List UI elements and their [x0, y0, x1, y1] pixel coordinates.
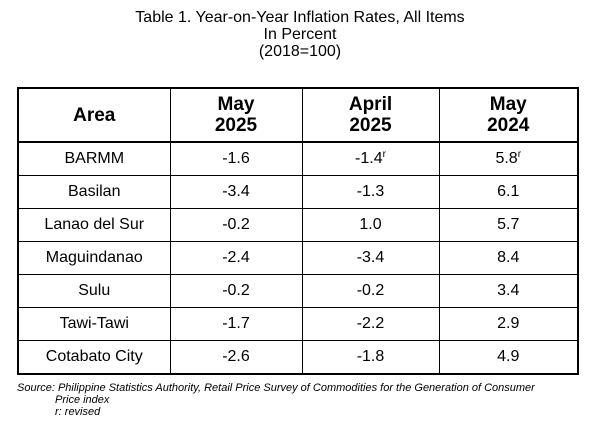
value-cell: -1.3: [301, 175, 440, 209]
value-cell: 6.1: [438, 175, 579, 209]
value-cell: -1.8: [301, 340, 440, 375]
header-may-2024-month: May: [489, 94, 527, 115]
revised-note: r: revised: [55, 406, 101, 418]
value-cell: -0.2: [169, 274, 303, 308]
header-may-2025-month: May: [217, 94, 255, 115]
value-cell: -1.4r: [301, 141, 440, 176]
area-cell: Sulu: [17, 274, 171, 308]
value-cell: 2.9: [438, 307, 579, 341]
table-base-year: (2018=100): [258, 43, 342, 60]
value-cell: -1.7: [169, 307, 303, 341]
table-row: Cotabato City -2.6 -1.8 4.9: [17, 340, 579, 375]
revised-mark: r: [382, 149, 386, 160]
area-cell: Maguindanao: [17, 241, 171, 275]
table-header-row: Area May 2025 April 2025 May 2024: [17, 87, 579, 143]
table-notes: Source: Philippine Statistics Authority,…: [17, 382, 597, 418]
area-cell: BARMM: [17, 141, 171, 176]
area-cell: Basilan: [17, 175, 171, 209]
value-text: -1.4: [355, 150, 383, 167]
table-title: Table 1. Year-on-Year Inflation Rates, A…: [135, 9, 465, 26]
header-april-2025: April 2025: [301, 87, 440, 143]
value-cell: -0.2: [169, 208, 303, 242]
table-row: Sulu -0.2 -0.2 3.4: [17, 274, 579, 308]
value-cell: 5.8r: [438, 141, 579, 176]
header-may-2024: May 2024: [438, 87, 579, 143]
source-note: Source: Philippine Statistics Authority,…: [17, 382, 535, 394]
header-may-2024-year: 2024: [487, 115, 530, 136]
table-row: Maguindanao -2.4 -3.4 8.4: [17, 241, 579, 275]
value-cell: -0.2: [301, 274, 440, 308]
header-april-2025-month: April: [348, 94, 393, 115]
area-cell: Tawi-Tawi: [17, 307, 171, 341]
value-cell: -3.4: [169, 175, 303, 209]
revised-mark: r: [517, 149, 522, 160]
table-title-block: Table 1. Year-on-Year Inflation Rates, A…: [0, 9, 600, 60]
table-unit: In Percent: [263, 26, 337, 43]
source-note-continued: Price index: [55, 394, 110, 406]
table-row: Lanao del Sur -0.2 1.0 5.7: [17, 208, 579, 242]
value-cell: 1.0: [301, 208, 440, 242]
value-text: 5.8: [495, 150, 518, 167]
value-cell: -2.2: [301, 307, 440, 341]
inflation-table: Area May 2025 April 2025 May 2024 BARMM …: [17, 87, 579, 375]
header-april-2025-year: 2025: [349, 115, 392, 136]
table-row: Basilan -3.4 -1.3 6.1: [17, 175, 579, 209]
header-may-2025-year: 2025: [214, 115, 258, 136]
area-cell: Lanao del Sur: [17, 208, 171, 242]
table-row: Tawi-Tawi -1.7 -2.2 2.9: [17, 307, 579, 341]
value-cell: -1.6: [169, 141, 303, 176]
value-cell: -2.6: [169, 340, 303, 375]
table-row: BARMM -1.6 -1.4r 5.8r: [17, 141, 579, 176]
value-cell: 4.9: [438, 340, 579, 375]
value-cell: -3.4: [301, 241, 440, 275]
value-cell: 5.7: [438, 208, 579, 242]
header-area: Area: [17, 87, 171, 143]
area-cell: Cotabato City: [17, 340, 171, 375]
header-may-2025: May 2025: [169, 87, 303, 143]
value-cell: 3.4: [438, 274, 579, 308]
value-cell: -2.4: [169, 241, 303, 275]
value-cell: 8.4: [438, 241, 579, 275]
